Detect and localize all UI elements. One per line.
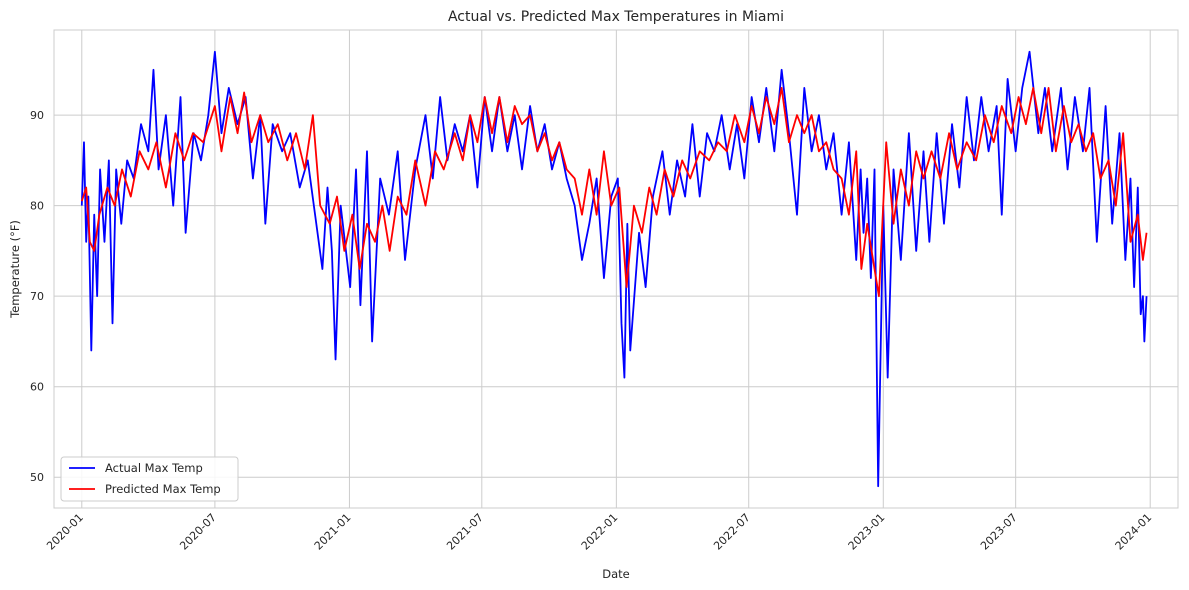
legend: Actual Max Temp Predicted Max Temp	[60, 456, 239, 502]
series-layer	[80, 50, 1148, 488]
y-tick-label: 60	[30, 381, 44, 394]
y-axis-label: Temperature (°F)	[8, 220, 22, 319]
legend-label-actual: Actual Max Temp	[105, 461, 203, 475]
y-tick-label: 90	[30, 109, 44, 122]
y-tick-label: 70	[30, 290, 44, 303]
x-axis-label: Date	[602, 567, 630, 581]
legend-box	[60, 456, 239, 502]
y-tick-label: 80	[30, 200, 44, 213]
series-line-predicted	[80, 87, 1148, 298]
legend-label-predicted: Predicted Max Temp	[105, 482, 221, 496]
y-tick-label: 50	[30, 471, 44, 484]
chart-title: Actual vs. Predicted Max Temperatures in…	[448, 9, 784, 25]
series-line-actual	[80, 50, 1148, 488]
